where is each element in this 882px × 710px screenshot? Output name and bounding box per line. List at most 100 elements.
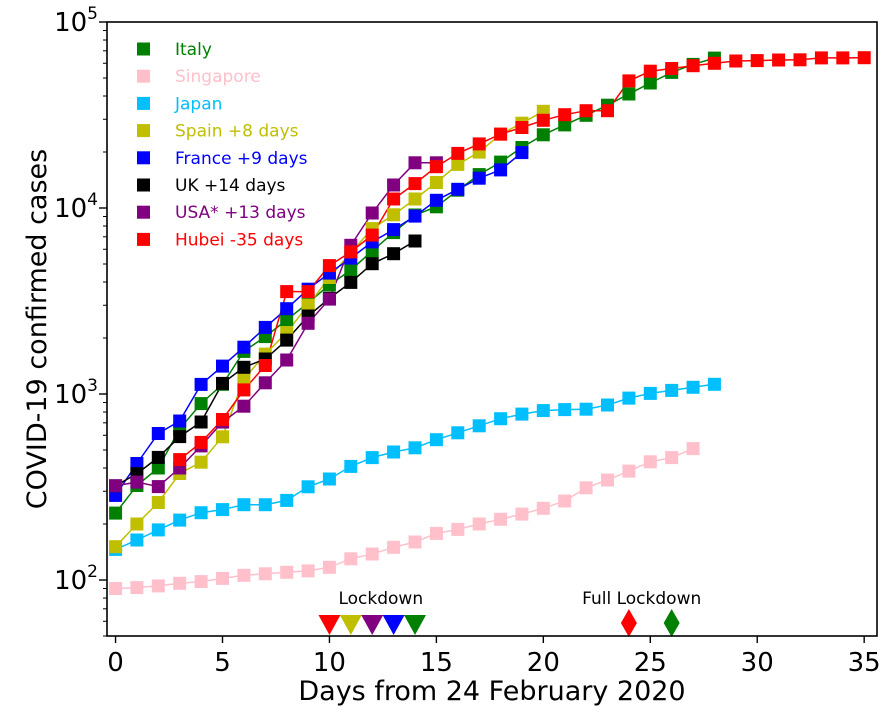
data-point-hubei-35-days-6 (301, 285, 315, 299)
data-point-france-9-days-17 (472, 171, 486, 185)
data-point-singapore-5 (216, 571, 229, 585)
data-point-france-9-days-18 (494, 163, 508, 177)
legend-label-uk-14-days: UK +14 days (175, 176, 286, 196)
data-point-italy-24 (622, 87, 636, 101)
data-point-japan-5 (216, 503, 229, 517)
data-point-japan-25 (643, 386, 657, 400)
data-point-japan-8 (280, 493, 294, 507)
data-point-france-9-days-3 (173, 414, 187, 428)
x-tick-label-35: 35 (848, 648, 881, 678)
data-point-japan-18 (494, 412, 508, 426)
annotations: Lockdown Full Lockdown (318, 589, 701, 637)
data-point-japan-15 (429, 433, 443, 447)
data-point-hubei-35-days-5 (280, 285, 294, 299)
data-point-italy-0 (109, 506, 123, 520)
data-point-singapore-23 (601, 473, 614, 487)
data-point-hubei-35-days-32 (857, 51, 871, 65)
annotation-label-lockdown: Lockdown (338, 589, 423, 609)
data-point-hubei-35-days-25 (707, 56, 721, 70)
y-tick-label-10000: 104 (54, 190, 98, 224)
legend-swatch-spain-8-days (137, 124, 150, 138)
data-point-singapore-8 (280, 565, 294, 579)
data-point-italy-11 (344, 263, 358, 277)
data-point-spain-8-days-16 (451, 157, 465, 171)
data-point-hubei-35-days-28 (772, 53, 786, 67)
data-point-france-9-days-19 (515, 146, 529, 160)
legend-swatch-uk-14-days (137, 178, 150, 192)
data-point-singapore-19 (515, 507, 529, 521)
data-point-hubei-35-days-23 (665, 62, 679, 75)
data-point-singapore-16 (451, 522, 465, 536)
data-point-usa-13-days-12 (365, 206, 379, 220)
annotation-marker-lockdown-2 (361, 615, 384, 635)
data-point-uk-14-days-6 (237, 360, 251, 374)
data-point-hubei-35-days-20 (601, 104, 614, 118)
data-point-singapore-11 (344, 552, 358, 566)
data-point-usa-13-days-7 (258, 376, 272, 390)
data-point-japan-13 (387, 445, 401, 459)
x-tick-label-25: 25 (634, 648, 667, 678)
data-point-singapore-4 (194, 575, 208, 589)
data-point-singapore-20 (536, 501, 550, 515)
legend-label-singapore: Singapore (175, 67, 261, 87)
data-point-japan-14 (408, 441, 422, 455)
data-point-japan-16 (451, 426, 465, 440)
data-point-japan-24 (622, 391, 636, 405)
data-point-japan-1 (130, 533, 144, 547)
data-point-italy-21 (558, 118, 572, 132)
annotation-marker-lockdown-4 (404, 615, 426, 635)
legend-label-italy: Italy (175, 40, 212, 60)
data-point-france-9-days-1 (130, 457, 144, 470)
data-point-singapore-1 (130, 581, 144, 595)
data-point-spain-8-days-14 (408, 192, 422, 206)
data-point-japan-3 (173, 513, 187, 527)
data-point-spain-8-days-5 (216, 430, 229, 444)
data-point-singapore-26 (665, 451, 679, 465)
data-point-hubei-35-days-4 (258, 359, 272, 372)
data-point-singapore-22 (579, 481, 593, 495)
data-point-japan-2 (151, 523, 165, 537)
legend-swatch-usa-13-days (137, 205, 150, 219)
data-point-hubei-35-days-14 (472, 137, 486, 151)
data-point-italy-25 (643, 76, 657, 90)
series-line-usa-13-days (115, 162, 437, 488)
y-tick-label-1000: 103 (54, 376, 98, 410)
data-point-hubei-35-days-12 (429, 160, 443, 174)
data-point-japan-23 (601, 398, 614, 412)
data-point-singapore-24 (622, 464, 636, 478)
data-point-spain-8-days-0 (109, 540, 123, 554)
data-point-singapore-0 (109, 582, 123, 595)
annotation-marker-lockdown-0 (318, 615, 341, 635)
data-point-italy-4 (194, 397, 208, 411)
data-point-japan-17 (472, 419, 486, 433)
data-point-uk-14-days-12 (365, 257, 379, 271)
data-point-japan-4 (194, 506, 208, 520)
data-point-japan-19 (515, 407, 529, 421)
data-point-hubei-35-days-18 (558, 108, 572, 122)
data-point-hubei-35-days-7 (322, 259, 336, 273)
data-point-singapore-2 (151, 579, 165, 593)
y-tick-label-100000: 105 (54, 4, 98, 38)
x-tick-label-0: 0 (107, 648, 124, 678)
data-point-japan-10 (322, 472, 336, 486)
x-tick-label-15: 15 (420, 648, 453, 678)
annotation-marker-full-lockdown-0 (620, 609, 637, 637)
data-point-france-9-days-4 (194, 377, 208, 391)
legend-label-hubei-35-days: Hubei -35 days (175, 230, 303, 250)
data-point-singapore-9 (301, 564, 315, 578)
data-point-uk-14-days-13 (387, 247, 401, 261)
data-point-france-9-days-8 (280, 302, 294, 316)
data-point-singapore-27 (686, 442, 700, 456)
data-point-uk-14-days-2 (151, 450, 165, 464)
data-point-hubei-35-days-24 (686, 59, 700, 73)
x-axis: 0 5 10 15 20 25 30 35 (107, 636, 881, 678)
data-point-usa-13-days-1 (130, 475, 144, 489)
data-point-italy-2 (151, 461, 165, 475)
legend: Italy Singapore Japan Spain +8 days France +… (137, 40, 308, 250)
data-point-france-9-days-15 (429, 193, 443, 207)
data-point-spain-8-days-6 (237, 372, 251, 386)
data-point-hubei-35-days-30 (814, 51, 828, 65)
data-point-usa-13-days-13 (387, 178, 401, 192)
data-point-usa-13-days-0 (109, 479, 123, 493)
